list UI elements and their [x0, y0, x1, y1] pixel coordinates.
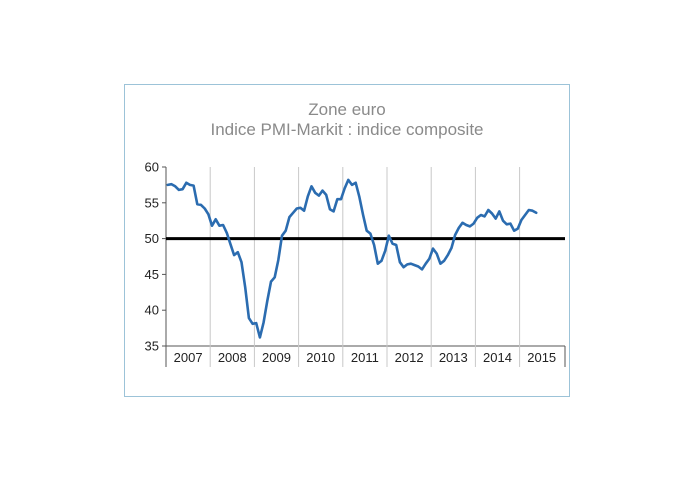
x-tick-label: 2014: [483, 350, 512, 365]
x-tick-label: 2007: [174, 350, 203, 365]
y-tick-label: 40: [145, 303, 159, 318]
y-tick-label: 60: [145, 160, 159, 175]
x-tick-label: 2015: [527, 350, 556, 365]
chart-frame: Zone euro Indice PMI-Markit : indice com…: [124, 84, 570, 397]
x-tick-label: 2013: [439, 350, 468, 365]
y-tick-label: 55: [145, 195, 159, 210]
line-chart: 35 40 45 50 55 60 2007 2008 2009 2010 2011 2012 2013…: [145, 160, 566, 367]
y-tick-label: 35: [145, 339, 159, 354]
x-tick-label: 2008: [218, 350, 247, 365]
chart-subtitle: Indice PMI-Markit : indice composite: [210, 120, 484, 139]
x-tick-label: 2010: [306, 350, 335, 365]
series-line: [166, 178, 538, 339]
y-tick-label: 45: [145, 267, 159, 282]
y-tick-label: 50: [145, 231, 159, 246]
x-tick-label: 2009: [262, 350, 291, 365]
x-tick-label: 2012: [395, 350, 424, 365]
chart-title: Zone euro: [308, 100, 386, 119]
x-tick-label: 2011: [351, 350, 379, 365]
